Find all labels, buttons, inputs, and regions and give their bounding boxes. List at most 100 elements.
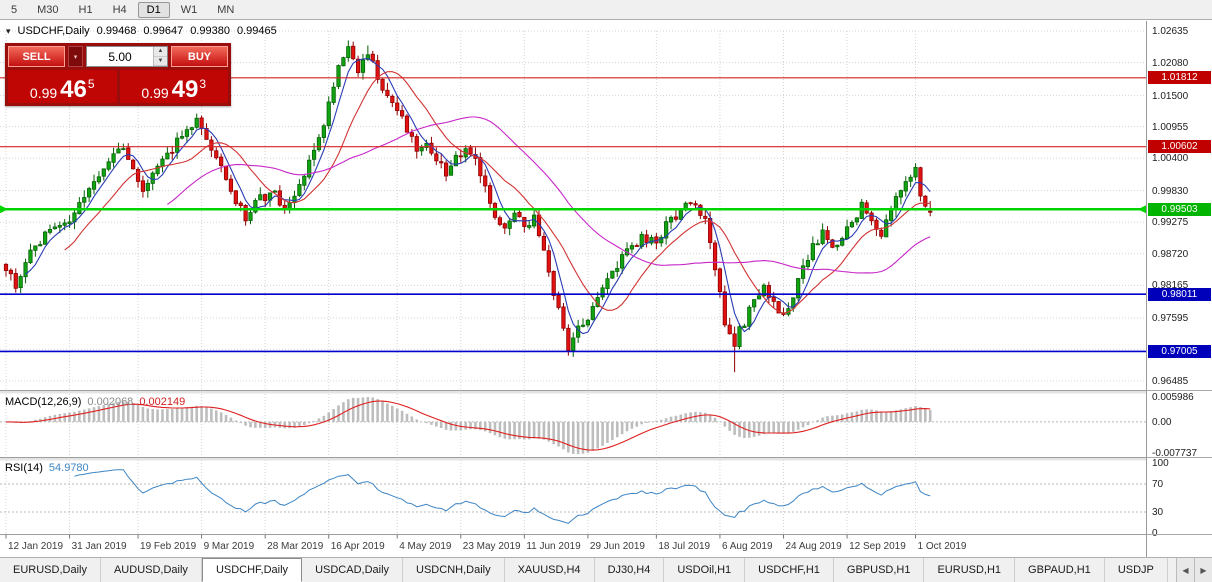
volume-stepper: ▲ ▼: [153, 47, 167, 66]
price-levels: [0, 77, 1146, 353]
volume-down-button[interactable]: ▼: [154, 56, 167, 66]
chart-window: 12 Jan 2019 31 Jan 2019 19 Feb 2019 9 Mar 2…: [0, 21, 1146, 557]
sell-price-pipette: 5: [87, 77, 95, 91]
pane-splitter[interactable]: [0, 457, 1146, 461]
macd-pane: [0, 397, 1146, 454]
macd-indicator-label: MACD(12,26,9) 0.002068 0.002149: [5, 396, 185, 408]
chart-tab-USDCHF-H1[interactable]: USDCHF,H1: [745, 558, 834, 582]
timeframe-button-MN[interactable]: MN: [217, 3, 235, 16]
price-axis-tick: 1.00955: [1152, 121, 1189, 133]
date-axis-label: 16 Apr 2019: [331, 541, 385, 552]
chart-tab-XAUUSD-H4[interactable]: XAUUSD,H4: [505, 558, 595, 582]
sell-price-pips: 46: [60, 75, 87, 103]
axis-separator: [1147, 457, 1212, 458]
macd-main-value: 0.002068: [87, 396, 134, 408]
chart-tabs: EURUSD,Daily AUDUSD,Daily USDCHF,Daily USDC…: [0, 558, 1176, 582]
rsi-axis-tick: 0: [1152, 528, 1158, 539]
timeframe-button-W1[interactable]: W1: [180, 3, 198, 16]
date-axis-label: 28 Mar 2019: [267, 541, 324, 552]
tab-scroll-buttons: ◀ ▶: [1176, 558, 1212, 582]
date-axis-label: 6 Aug 2019: [722, 541, 773, 552]
one-click-trading-panel: SELL ▾ 5.00 ▲ ▼ BUY 0.99 46 5 0.99 49 3: [5, 43, 231, 106]
date-axis[interactable]: 12 Jan 2019 31 Jan 2019 19 Feb 2019 9 Mar 2…: [5, 534, 967, 553]
price-axis-tick: 0.96485: [1152, 376, 1189, 387]
timeframe-button-D1[interactable]: D1: [137, 1, 170, 18]
chart-tab-GBPUSD-H1[interactable]: GBPUSD,H1: [834, 558, 925, 582]
price-axis-tick: 0.99830: [1152, 185, 1189, 197]
date-axis-label: 12 Jan 2019: [8, 541, 63, 552]
sell-price-display[interactable]: 0.99 46 5: [8, 70, 117, 103]
price-level-badge: 1.01812: [1148, 71, 1211, 85]
ohlc-low: 0.99380: [190, 25, 230, 37]
chart-ohlc-header: ▾ USDCHF,Daily 0.99468 0.99647 0.99380 0…: [6, 25, 277, 37]
volume-up-button[interactable]: ▲: [154, 47, 167, 57]
date-axis-label: 31 Jan 2019: [72, 541, 127, 552]
axis-separator: [1147, 390, 1212, 391]
date-axis-label: 24 Aug 2019: [786, 541, 843, 552]
rsi-axis-tick: 70: [1152, 479, 1164, 490]
date-axis-label: 18 Jul 2019: [658, 541, 710, 552]
collapse-panel-icon[interactable]: ▾: [6, 25, 11, 36]
price-axis-tick: 0.98720: [1152, 248, 1189, 260]
chart-tab-USDOil-H1[interactable]: USDOil,H1: [664, 558, 746, 582]
date-axis-label: 23 May 2019: [463, 541, 521, 552]
timeframe-button-H4[interactable]: H4: [112, 3, 127, 16]
buy-price-display[interactable]: 0.99 49 3: [119, 70, 228, 103]
chart-tab-USDCHF-Daily[interactable]: USDCHF,Daily: [201, 558, 303, 582]
macd-axis-tick: 0.005986: [1152, 392, 1194, 403]
timeframe-button-M30[interactable]: M30: [37, 3, 59, 16]
tabs-scroll-left-button[interactable]: ◀: [1176, 558, 1194, 582]
macd-signal-value: 0.002149: [139, 396, 186, 408]
grid: [0, 30, 1146, 533]
date-axis-label: 29 Jun 2019: [590, 541, 645, 552]
chart-tab-EURUSD-Daily[interactable]: EURUSD,Daily: [0, 558, 101, 582]
date-axis-label: 1 Oct 2019: [918, 541, 967, 552]
rsi-axis-tick: 30: [1152, 507, 1164, 518]
pane-splitter[interactable]: [0, 390, 1146, 394]
macd-axis-tick: -0.007737: [1152, 448, 1198, 459]
axis-separator: [1147, 534, 1212, 535]
price-axis[interactable]: 1.02635 1.02080 1.01500 1.00955 1.00400 0.998…: [1146, 21, 1212, 557]
sell-button[interactable]: SELL: [8, 46, 65, 67]
price-axis-tick: 0.97595: [1152, 312, 1189, 324]
buy-price-prefix: 0.99: [141, 85, 169, 101]
volume-input[interactable]: 5.00: [108, 49, 132, 64]
buy-button[interactable]: BUY: [171, 46, 228, 67]
chart-tab-USDCAD-Daily[interactable]: USDCAD,Daily: [302, 558, 404, 582]
ohlc-open: 0.99468: [96, 25, 137, 37]
chart-tab-DJ30-H4[interactable]: DJ30,H4: [595, 558, 665, 582]
chart-tab-EURUSD-H1[interactable]: EURUSD,H1: [924, 558, 1016, 582]
candles: [3, 40, 933, 373]
price-axis-tick: 1.01500: [1152, 90, 1189, 102]
rsi-indicator-label: RSI(14) 54.9780: [5, 462, 89, 474]
chart-symbol-label: USDCHF,Daily: [17, 25, 90, 37]
date-axis-label: 19 Feb 2019: [140, 541, 197, 552]
timeframe-button-H1[interactable]: H1: [78, 3, 93, 16]
rsi-title: RSI(14): [5, 462, 43, 474]
chart-tab-USDCNH-Daily[interactable]: USDCNH,Daily: [403, 558, 505, 582]
price-level-badge: 0.98011: [1148, 287, 1211, 301]
timeframe-button-5[interactable]: 5: [11, 3, 18, 16]
chart-tab-USDJP[interactable]: USDJP: [1105, 558, 1168, 582]
order-type-dropdown[interactable]: ▾: [68, 46, 83, 67]
price-axis-tick: 1.02080: [1152, 57, 1189, 69]
moving-averages: [25, 57, 931, 335]
chart-canvas[interactable]: 12 Jan 2019 31 Jan 2019 19 Feb 2019 9 Mar 2…: [0, 21, 1146, 557]
rsi-value: 54.9780: [48, 462, 89, 474]
chart-tabs-bar: EURUSD,Daily AUDUSD,Daily USDCHF,Daily USDC…: [0, 557, 1212, 582]
price-level-badge: 1.00602: [1148, 140, 1211, 154]
price-axis-tick: 1.00400: [1152, 153, 1189, 165]
chart-tab-GBPAUD-H1[interactable]: GBPAUD,H1: [1015, 558, 1105, 582]
chart-tab-AUDUSD-Daily[interactable]: AUDUSD,Daily: [101, 558, 202, 582]
sell-price-prefix: 0.99: [29, 85, 58, 101]
buy-price-pipette: 3: [199, 77, 207, 91]
price-level-badge: 0.97005: [1148, 344, 1211, 358]
rsi-axis-tick: 100: [1152, 458, 1169, 469]
pane-splitters: [0, 390, 1146, 535]
macd-axis-tick: 0.00: [1152, 416, 1172, 428]
tabs-scroll-right-button[interactable]: ▶: [1194, 558, 1212, 582]
ohlc-close: 0.99465: [236, 25, 277, 37]
rsi-pane: [0, 469, 1146, 524]
price-axis-tick: 0.98165: [1152, 280, 1189, 292]
buy-price-pips: 49: [171, 75, 199, 103]
